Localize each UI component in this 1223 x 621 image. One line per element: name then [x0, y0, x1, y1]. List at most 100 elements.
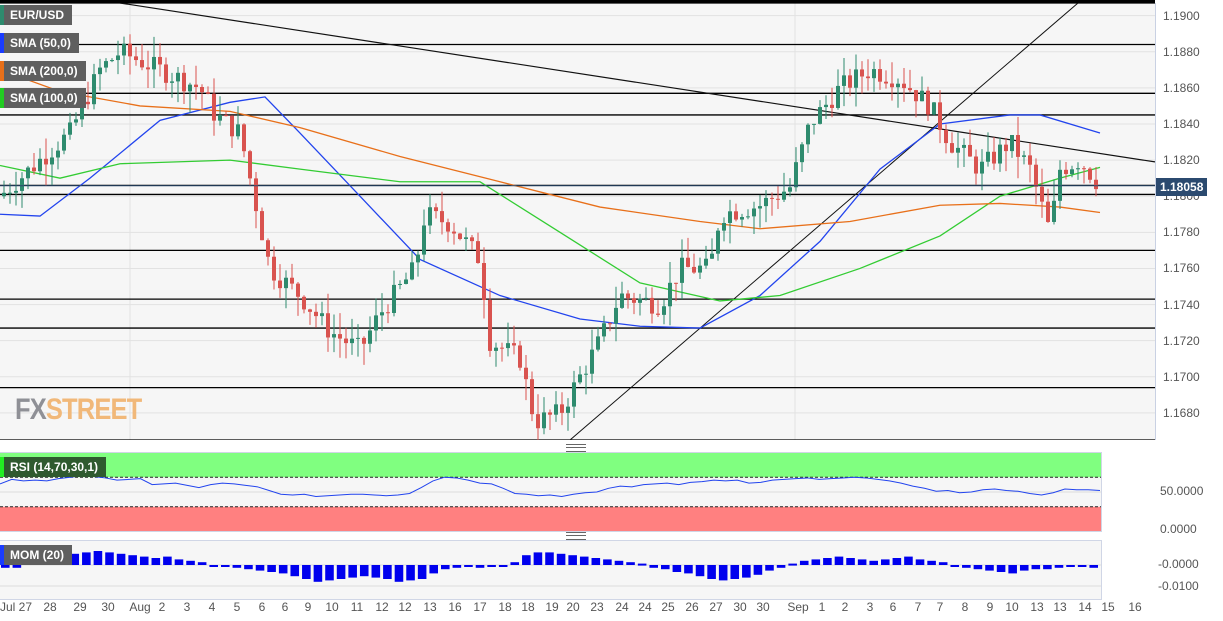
candle	[698, 257, 702, 280]
momentum-bar	[105, 552, 114, 565]
momentum-bar	[82, 552, 91, 565]
candle	[1010, 134, 1014, 158]
candle	[872, 61, 876, 92]
candle	[866, 59, 870, 91]
momentum-bar	[278, 565, 288, 574]
candle	[200, 84, 204, 110]
momentum-bar	[429, 565, 438, 574]
candle	[254, 171, 258, 229]
candle	[20, 172, 24, 208]
candle	[488, 288, 492, 357]
legend-sma200[interactable]: SMA (200,0)	[0, 61, 86, 81]
pane-resize-handle[interactable]	[566, 444, 586, 452]
momentum-bar	[788, 563, 797, 566]
momentum-pane[interactable]	[0, 540, 1102, 600]
momentum-bar	[371, 565, 381, 578]
time-tick: 24	[615, 600, 629, 614]
candle	[530, 371, 534, 422]
time-tick: 14	[1078, 600, 1092, 614]
candle	[1046, 188, 1050, 223]
price-tick: 1.1700	[1163, 369, 1200, 384]
candle	[86, 81, 90, 110]
pane-resize-handle[interactable]	[566, 532, 586, 540]
time-tick: 2	[841, 600, 849, 614]
candle	[440, 191, 444, 235]
time-tick: 3	[183, 600, 191, 614]
candle	[944, 124, 948, 154]
price-chart-pane[interactable]	[0, 3, 1156, 440]
momentum-bar	[1043, 565, 1052, 570]
momentum-bar	[869, 560, 878, 565]
candle	[374, 298, 378, 342]
momentum-bar	[626, 562, 635, 565]
momentum-bar	[1019, 565, 1029, 571]
candle	[920, 76, 924, 102]
candle	[458, 232, 462, 241]
logo-fx: FX	[15, 393, 47, 426]
time-tick: 10	[325, 600, 339, 614]
momentum-bar	[1066, 565, 1075, 567]
candle	[686, 237, 690, 268]
candle	[656, 300, 660, 318]
candle	[308, 308, 312, 325]
momentum-bar	[672, 565, 682, 572]
candle	[362, 336, 366, 365]
rsi-pane[interactable]	[0, 452, 1102, 532]
momentum-bar	[221, 565, 230, 567]
time-tick: 5	[233, 600, 241, 614]
candle	[1022, 150, 1026, 165]
candle	[332, 314, 336, 353]
legend-swatch	[0, 457, 4, 477]
legend-sma50[interactable]: SMA (50,0)	[0, 33, 79, 53]
candle	[344, 327, 348, 359]
time-tick: 15	[1101, 600, 1115, 614]
legend-mom[interactable]: MOM (20)	[0, 545, 72, 565]
candle	[782, 172, 786, 203]
candle	[746, 209, 750, 220]
legend-rsi[interactable]: RSI (14,70,30,1)	[0, 457, 107, 477]
time-tick: 6	[281, 600, 289, 614]
candle	[1070, 165, 1074, 178]
momentum-bar	[498, 565, 508, 567]
candle	[98, 58, 102, 91]
candle	[56, 141, 60, 170]
time-tick: 30	[756, 600, 770, 614]
candle	[26, 165, 30, 190]
momentum-bar	[383, 565, 392, 579]
candle	[512, 325, 516, 355]
momentum-bar	[174, 559, 184, 565]
momentum-bar	[186, 560, 195, 565]
time-tick: 24	[638, 600, 652, 614]
candle	[1040, 168, 1044, 218]
legend-swatch	[0, 88, 4, 108]
momentum-bar	[406, 565, 415, 581]
candle	[758, 194, 762, 228]
legend-sma100[interactable]: SMA (100,0)	[0, 88, 86, 108]
time-tick: 13	[1030, 600, 1044, 614]
candle	[170, 72, 174, 98]
price-tick: 1.1760	[1163, 261, 1200, 276]
momentum-bar	[591, 558, 601, 565]
time-tick: 12	[398, 600, 412, 614]
time-tick: 23	[590, 600, 604, 614]
candle	[590, 329, 594, 384]
candle	[878, 59, 882, 90]
candle	[902, 68, 906, 102]
candle	[776, 185, 780, 210]
time-tick: Sep	[787, 600, 809, 614]
legend-symbol[interactable]: EUR/USD	[0, 5, 73, 25]
time-tick: 6	[258, 600, 266, 614]
candle	[740, 213, 744, 227]
candle	[212, 78, 216, 136]
momentum-bar	[394, 565, 404, 582]
candle	[68, 112, 72, 140]
momentum-bar	[417, 565, 427, 579]
momentum-bar	[348, 565, 357, 578]
candle	[230, 115, 234, 148]
candlestick-chart[interactable]	[0, 3, 1155, 440]
candle	[956, 132, 960, 168]
candle	[206, 86, 210, 95]
candle	[668, 261, 672, 326]
candle	[644, 287, 648, 301]
mom-tick-neg: -0.0100	[1158, 579, 1199, 593]
